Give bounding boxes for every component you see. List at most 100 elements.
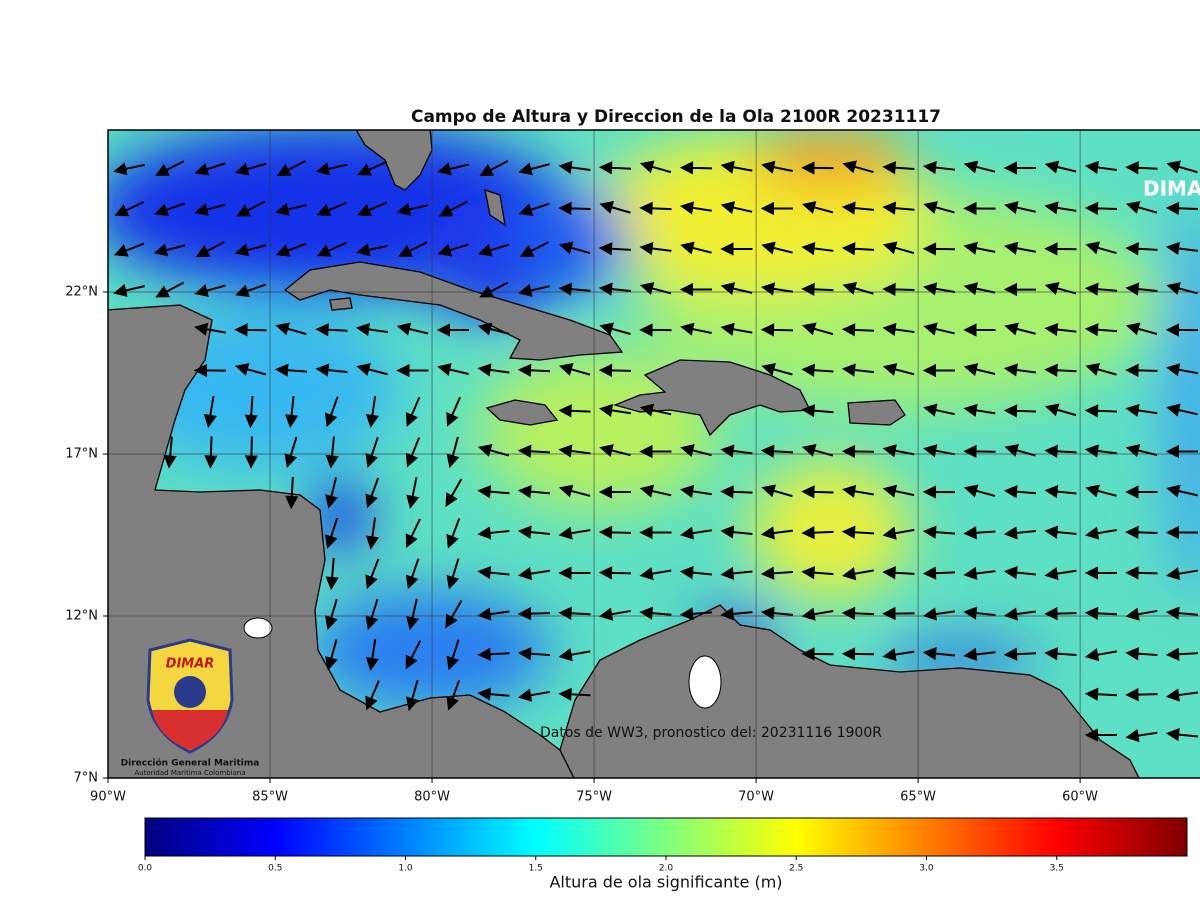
wave-arrow <box>963 363 996 376</box>
wave-arrow <box>801 282 834 296</box>
wave-arrow <box>558 526 591 540</box>
wave-arrow <box>479 281 509 298</box>
wave-arrow <box>517 647 551 661</box>
wave-arrow <box>234 323 267 337</box>
wave-arrow <box>841 363 875 377</box>
wave-arrow <box>801 404 834 418</box>
wave-arrow <box>1003 363 1037 377</box>
wave-arrow <box>1004 201 1036 215</box>
wave-arrow <box>477 444 510 457</box>
wave-arrow <box>1044 403 1077 417</box>
wave-arrow <box>517 606 551 621</box>
wave-arrow <box>234 243 267 257</box>
wave-arrow <box>477 363 510 377</box>
wave-arrow <box>285 476 299 510</box>
wave-arrow <box>598 282 632 296</box>
y-tick-label: 12°N <box>65 609 98 624</box>
colorbar-tick-label: 1.0 <box>398 864 413 874</box>
colorbar-tick-label: 0.0 <box>138 864 153 874</box>
wave-arrow <box>598 242 632 256</box>
wave-arrow <box>720 444 753 458</box>
wave-arrow <box>882 648 915 662</box>
wave-arrow <box>1085 648 1117 662</box>
wave-arrow <box>365 680 380 711</box>
wave-arrow <box>922 242 956 256</box>
wave-arrow <box>477 687 510 701</box>
wave-arrow <box>841 647 875 661</box>
annotation: Datos de WW3, pronostico del: 20231116 1… <box>540 725 882 741</box>
wave-arrow <box>923 282 955 296</box>
wave-arrow <box>760 444 794 458</box>
wave-arrow <box>1165 323 1199 337</box>
wave-arrow <box>1044 363 1077 377</box>
wave-arrow <box>761 484 793 498</box>
wave-arrow <box>1125 687 1158 702</box>
wave-arrow <box>639 241 672 256</box>
wave-arrow <box>882 161 915 175</box>
wave-arrow <box>518 688 550 702</box>
wave-arrow <box>639 444 672 459</box>
wave-arrow <box>405 437 421 468</box>
wave-arrow <box>406 598 420 631</box>
wave-arrow <box>1044 606 1077 621</box>
colorbar-label: Altura de ola significante (m) <box>549 873 782 892</box>
wave-arrow <box>760 566 794 580</box>
wave-arrow <box>1044 525 1077 539</box>
logo: DIMAR Dirección General Maritima Autorid… <box>121 638 259 777</box>
wave-arrow <box>445 478 463 507</box>
wave-arrow <box>558 160 591 175</box>
wave-arrow <box>801 566 834 580</box>
wave-arrow <box>963 526 996 540</box>
wave-arrow <box>598 161 632 175</box>
wave-arrow <box>356 243 388 257</box>
wave-arrow <box>274 363 308 377</box>
wave-arrow <box>1165 525 1199 540</box>
wave-arrow <box>396 322 429 336</box>
wave-arrow <box>841 201 875 215</box>
wave-arrow <box>1165 444 1199 459</box>
colorbar-tick-label: 3.0 <box>919 864 934 874</box>
wave-arrow <box>841 323 875 337</box>
wave-arrow <box>1044 322 1077 337</box>
y-tick-label: 7°N <box>74 771 99 786</box>
map-axes: 90°W 85°W 80°W 75°W 70°W 65°W 60°W 22°N 17°N 12°N… <box>65 285 1098 805</box>
wave-arrow <box>517 567 550 581</box>
wave-arrow <box>1125 607 1158 621</box>
wave-arrow <box>365 639 379 672</box>
wave-arrow <box>598 566 632 580</box>
wave-arrow <box>155 160 185 176</box>
wave-arrow <box>315 162 348 176</box>
wave-arrow <box>679 484 712 498</box>
wave-arrow <box>193 363 227 378</box>
wave-arrow <box>679 282 713 297</box>
wave-arrow <box>760 526 794 540</box>
wave-arrow <box>437 162 469 176</box>
map-area: DIMA Datos de WW3, pronostico del: 20231… <box>108 130 1200 778</box>
wave-arrow <box>478 243 510 257</box>
wave-arrow <box>1165 606 1199 620</box>
wave-arrow <box>396 202 429 216</box>
wave-arrow <box>1165 201 1199 215</box>
wave-arrow <box>842 282 874 295</box>
wave-arrow <box>761 241 793 255</box>
wave-arrow <box>153 243 186 257</box>
wave-arrow <box>720 242 753 256</box>
wave-arrow <box>477 322 510 336</box>
wave-arrow <box>598 525 632 540</box>
wave-arrow <box>760 201 794 216</box>
wave-arrow <box>325 436 339 469</box>
wave-arrow <box>1004 322 1036 336</box>
wave-arrow <box>405 396 421 427</box>
lake-nicaragua <box>243 617 273 639</box>
wave-arrow <box>1125 403 1158 417</box>
wave-arrow <box>882 282 915 296</box>
colorbar-ticks: 0.0 0.5 1.0 1.5 2.0 2.5 3.0 3.5 <box>138 856 1064 874</box>
wave-arrow <box>801 526 834 540</box>
wave-arrow <box>558 648 591 662</box>
wave-arrow <box>558 566 591 580</box>
wave-arrow <box>760 282 793 296</box>
x-tick-label: 80°W <box>414 790 450 805</box>
wave-arrow <box>325 639 338 671</box>
wave-arrow <box>1004 444 1036 457</box>
